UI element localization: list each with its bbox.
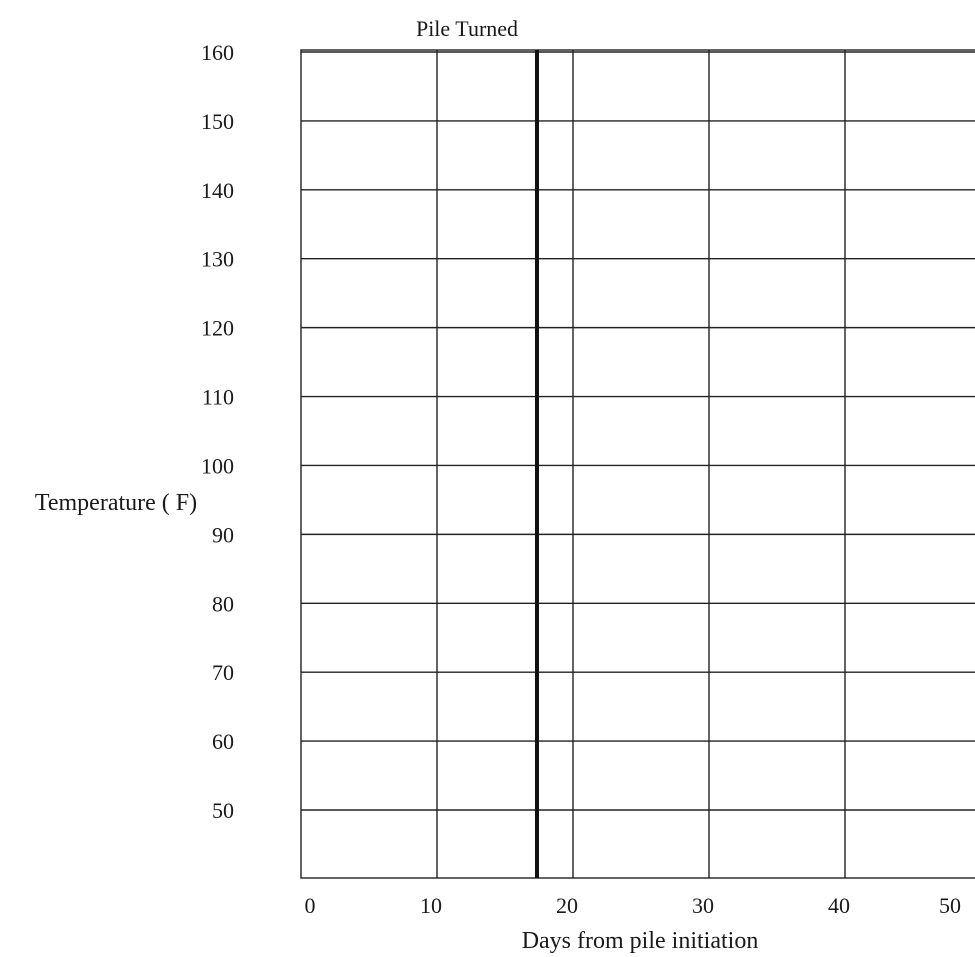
y-tick-label: 50 (212, 798, 234, 823)
x-tick-label: 50 (939, 893, 961, 918)
plot-frame (300, 49, 975, 879)
y-tick-label: 140 (201, 178, 234, 203)
x-tick-label: 40 (828, 893, 850, 918)
x-tick-label: 10 (420, 893, 442, 918)
y-tick-label: 150 (201, 109, 234, 134)
y-tick-label: 120 (201, 316, 234, 341)
y-tick-label: 100 (201, 453, 234, 478)
y-axis-label: Temperature ( F) (35, 490, 197, 516)
y-tick-label: 130 (201, 247, 234, 272)
y-tick-label: 70 (212, 660, 234, 685)
x-axis-label: Days from pile initiation (522, 928, 759, 954)
y-tick-label: 160 (201, 40, 234, 65)
x-tick-label: 30 (692, 893, 714, 918)
y-tick-label: 110 (202, 385, 234, 410)
y-axis-ticks: 160 150 140 130 120 110 100 90 80 70 60 50 (201, 40, 234, 823)
y-tick-label: 80 (212, 591, 234, 616)
plot-grid (300, 49, 975, 879)
x-axis-ticks: 0 10 20 30 40 50 (305, 893, 962, 918)
y-tick-label: 60 (212, 729, 234, 754)
y-tick-label: 90 (212, 522, 234, 547)
pile-turned-annotation: Pile Turned (416, 16, 518, 41)
x-tick-label: 20 (556, 893, 578, 918)
x-tick-label: 0 (305, 893, 316, 918)
